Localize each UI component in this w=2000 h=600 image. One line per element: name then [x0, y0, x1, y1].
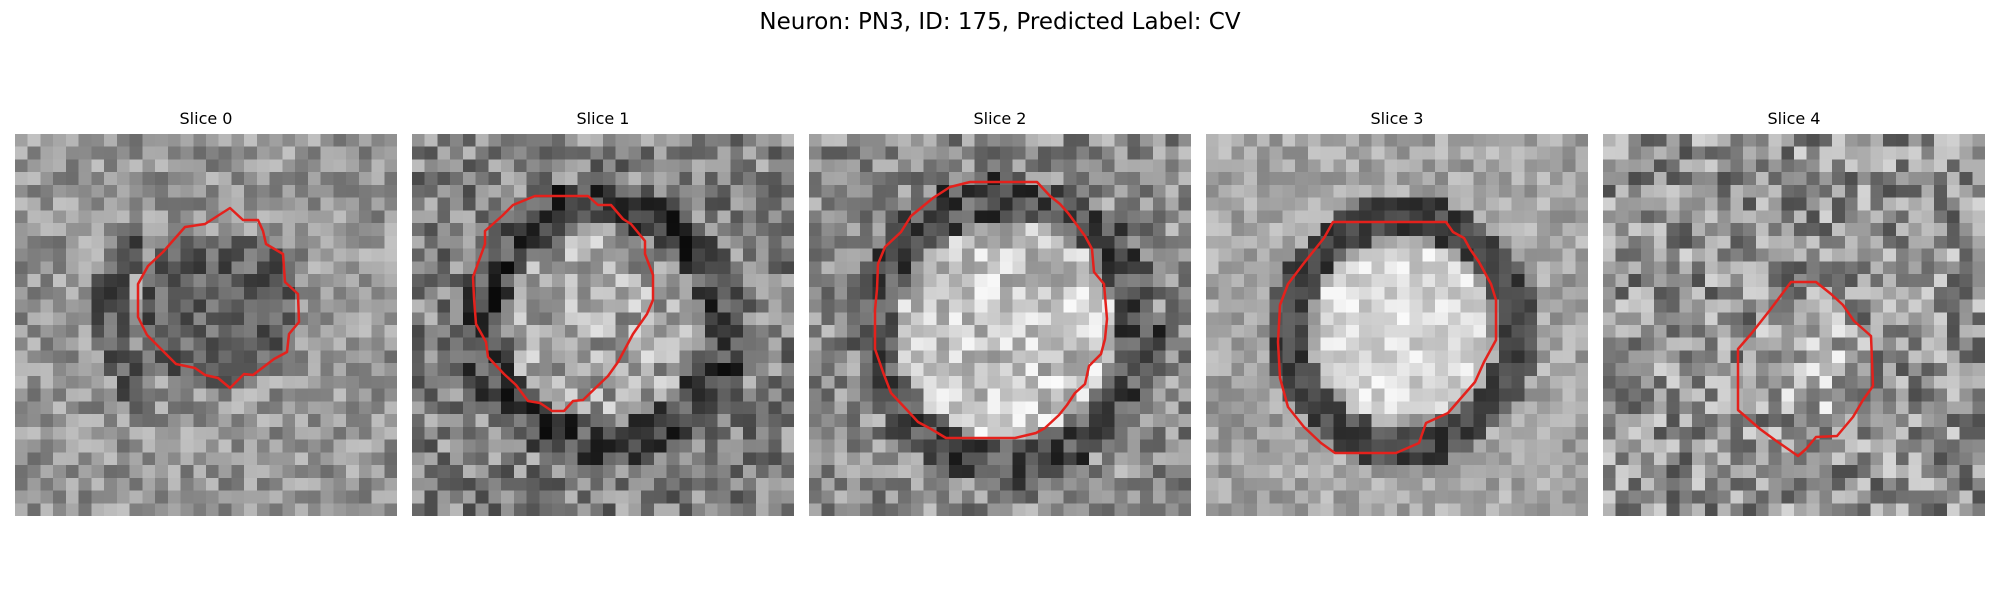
segmentation-contour	[1276, 220, 1498, 455]
slice-title-0: Slice 0	[179, 109, 233, 128]
grayscale-slice-image	[15, 134, 397, 516]
slice-image-2	[809, 134, 1191, 516]
contour-outline	[136, 206, 301, 390]
contour-outline	[873, 180, 1109, 440]
slice-title-4: Slice 4	[1767, 109, 1821, 128]
contour-outline	[471, 194, 655, 413]
segmentation-contour	[471, 194, 655, 413]
segmentation-contour	[1736, 280, 1875, 458]
slice-image-4	[1603, 134, 1985, 516]
figure-title: Neuron: PN3, ID: 175, Predicted Label: C…	[759, 9, 1241, 35]
segmentation-contour	[136, 206, 301, 390]
slice-title-2: Slice 2	[973, 109, 1027, 128]
slice-title-3: Slice 3	[1370, 109, 1424, 128]
contour-outline	[1736, 280, 1875, 458]
slice-title-1: Slice 1	[576, 109, 630, 128]
contour-outline	[1276, 220, 1498, 455]
slice-image-3	[1206, 134, 1588, 516]
grayscale-slice-image	[809, 134, 1191, 516]
segmentation-contour	[873, 180, 1109, 440]
slice-image-0	[15, 134, 397, 516]
slice-image-1	[412, 134, 794, 516]
